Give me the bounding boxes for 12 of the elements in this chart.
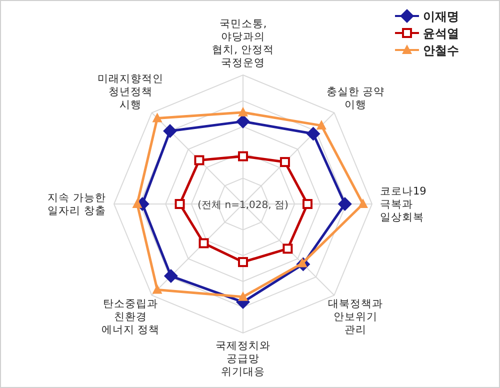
spoke-label: 코로나19 극복과 일상회복 (380, 186, 426, 224)
legend-label: 윤석열 (423, 26, 459, 40)
spoke-label: 대북정책과 안보위기 관리 (328, 298, 383, 336)
text: (전체 n=1,028, 점) (198, 200, 288, 211)
legend-label: 안철수 (423, 44, 459, 58)
spoke-label: 충실한 공약 이행 (326, 86, 385, 111)
spoke-label: 미래지향적인 청년정책 시행 (98, 72, 164, 111)
spoke-label: 국민소통, 야당과의 협치, 안정적 국정운영 (212, 18, 274, 69)
spoke-label: 국제정치와 공급망 위기대응 (216, 340, 270, 378)
spoke-label: 지속 가능한 일자리 창출 (48, 192, 106, 217)
spoke-label: 탄소중립과 친환경 에너지 정책 (101, 298, 160, 336)
legend-label: 이재명 (423, 10, 459, 24)
